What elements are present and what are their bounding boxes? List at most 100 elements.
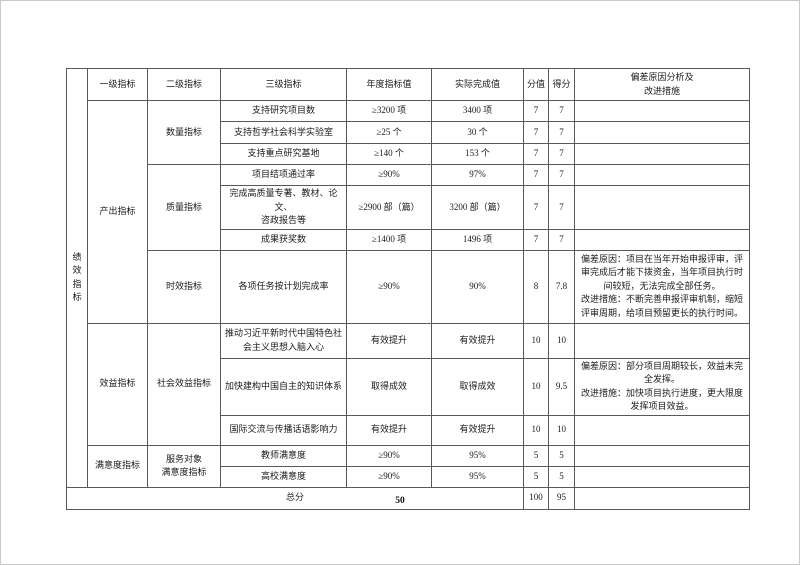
total-label: 总分 (66, 486, 524, 510)
cell-level3: 各项任务按计划完成率 (220, 249, 347, 324)
cell-score: 7 (523, 143, 549, 165)
cell-actual: 有效提升 (431, 322, 524, 359)
table-row: 完成高质量专著、教材、论文、 咨政报告等 ≥2900 部（篇） 3200 部（篇… (67, 185, 750, 230)
cell-remark (574, 143, 750, 165)
cell-target: 取得成效 (346, 357, 432, 416)
cell-target: ≥90% (346, 164, 432, 186)
header-annual-target: 年度指标值 (346, 68, 432, 101)
cell-target: ≥3200 项 (346, 100, 432, 122)
cell-actual: 95% (431, 465, 524, 488)
cell-points: 5 (548, 444, 575, 467)
group-quality-indicators: 质量指标 (147, 164, 221, 251)
group-timeliness-indicators: 时效指标 (147, 249, 221, 324)
header-row: 绩效指标 一级指标 二级指标 三级指标 年度指标值 实际完成值 分值 得分 偏差… (66, 68, 750, 488)
group-satisfaction-indicators: 满意度指标 (87, 444, 148, 488)
total-remark (574, 486, 750, 510)
cell-actual: 3400 项 (431, 100, 524, 122)
group-output-indicators: 产出指标 (87, 100, 148, 324)
total-row: 总分 100 95 (66, 486, 750, 510)
cell-level3: 项目结项通过率 (220, 164, 347, 186)
cell-actual: 有效提升 (431, 414, 524, 446)
cell-target: ≥90% (346, 444, 432, 467)
cell-score: 7 (523, 164, 549, 186)
cell-remark (574, 444, 750, 467)
cell-level3: 支持重点研究基地 (220, 143, 347, 165)
table-row: 成果获奖数 ≥1400 项 1496 项 7 7 (67, 228, 750, 251)
cell-actual: 97% (431, 164, 524, 186)
cell-points: 7 (548, 185, 575, 230)
cell-points: 7 (548, 121, 575, 144)
row-group-label-performance: 绩效指标 (66, 68, 88, 488)
header-level3: 三级指标 (220, 68, 347, 101)
cell-level3: 教师满意度 (220, 444, 347, 467)
header-actual: 实际完成值 (431, 68, 524, 101)
cell-remark (574, 322, 750, 359)
total-score: 100 (523, 486, 549, 510)
cell-level3: 成果获奖数 (220, 228, 347, 251)
cell-target: 有效提升 (346, 322, 432, 359)
cell-score: 8 (523, 249, 549, 324)
group-social-benefit-indicators: 社会效益指标 (147, 322, 221, 446)
cell-remark: 偏差原因：项目在当年开始申报评审，评审完成后才能下拨资金，当年项目执行时间较短，… (574, 249, 750, 324)
cell-points: 7.8 (548, 249, 575, 324)
table-row: 质量指标 项目结项通过率 ≥90% 97% 7 7 (67, 164, 750, 251)
cell-actual: 取得成效 (431, 357, 524, 416)
cell-points: 7 (548, 100, 575, 122)
group-service-target-satisfaction: 服务对象 满意度指标 (147, 444, 221, 488)
cell-remark (574, 465, 750, 488)
cell-points: 5 (548, 465, 575, 488)
cell-points: 7 (548, 228, 575, 251)
header-deviation: 偏差原因分析及 改进措施 (574, 68, 750, 101)
cell-target: ≥25 个 (346, 121, 432, 144)
cell-target: 有效提升 (346, 414, 432, 446)
table-row: 支持重点研究基地 ≥140 个 153 个 7 7 (67, 143, 750, 165)
cell-target: ≥90% (346, 465, 432, 488)
page-number: 50 (395, 496, 405, 506)
table-row: 国际交流与传播话语影响力 有效提升 有效提升 10 10 (67, 414, 750, 446)
cell-score: 7 (523, 185, 549, 230)
cell-target: ≥90% (346, 249, 432, 324)
cell-actual: 95% (431, 444, 524, 467)
cell-actual: 1496 项 (431, 228, 524, 251)
header-level1: 一级指标 (87, 68, 148, 101)
cell-target: ≥140 个 (346, 143, 432, 165)
table-row: 产出指标 数量指标 支持研究项目数 ≥3200 项 3400 项 7 7 (67, 100, 750, 324)
cell-level3: 推动习近平新时代中国特色社 会主义思想入脑入心 (220, 322, 347, 359)
cell-level3: 国际交流与传播话语影响力 (220, 414, 347, 446)
cell-actual: 30 个 (431, 121, 524, 144)
cell-actual: 153 个 (431, 143, 524, 165)
cell-level3: 加快建构中国自主的知识体系 (220, 357, 347, 416)
table-row: 加快建构中国自主的知识体系 取得成效 取得成效 10 9.5 偏差原因：部分项目… (67, 357, 750, 416)
cell-points: 10 (548, 414, 575, 446)
cell-level3: 支持哲学社会科学实验室 (220, 121, 347, 144)
cell-remark (574, 100, 750, 122)
cell-points: 7 (548, 143, 575, 165)
cell-remark (574, 414, 750, 446)
cell-score: 5 (523, 444, 549, 467)
cell-score: 10 (523, 357, 549, 416)
cell-level3: 完成高质量专著、教材、论文、 咨政报告等 (220, 185, 347, 230)
header-points: 得分 (548, 68, 575, 101)
cell-points: 7 (548, 164, 575, 186)
cell-target: ≥1400 项 (346, 228, 432, 251)
cell-score: 5 (523, 465, 549, 488)
cell-remark: 偏差原因：部分项目周期较长，效益未完全发挥。 改进措施：加快项目执行进度，更大限… (574, 357, 750, 416)
group-quantity-indicators: 数量指标 (147, 100, 221, 165)
cell-score: 7 (523, 100, 549, 122)
cell-actual: 90% (431, 249, 524, 324)
table-row: 效益指标 社会效益指标 推动习近平新时代中国特色社 会主义思想入脑入心 有效提升… (67, 322, 750, 446)
cell-points: 9.5 (548, 357, 575, 416)
cell-score: 7 (523, 228, 549, 251)
performance-indicator-table: 绩效指标 一级指标 二级指标 三级指标 年度指标值 实际完成值 分值 得分 偏差… (66, 68, 750, 510)
cell-score: 7 (523, 121, 549, 144)
cell-actual: 3200 部（篇） (431, 185, 524, 230)
table-row: 满意度指标 服务对象 满意度指标 教师满意度 ≥90% 95% 5 5 (67, 444, 750, 488)
cell-points: 10 (548, 322, 575, 359)
cell-remark (574, 121, 750, 144)
cell-level3: 支持研究项目数 (220, 100, 347, 122)
group-benefit-indicators: 效益指标 (87, 322, 148, 446)
cell-level3: 高校满意度 (220, 465, 347, 488)
header-score: 分值 (523, 68, 549, 101)
cell-target: ≥2900 部（篇） (346, 185, 432, 230)
